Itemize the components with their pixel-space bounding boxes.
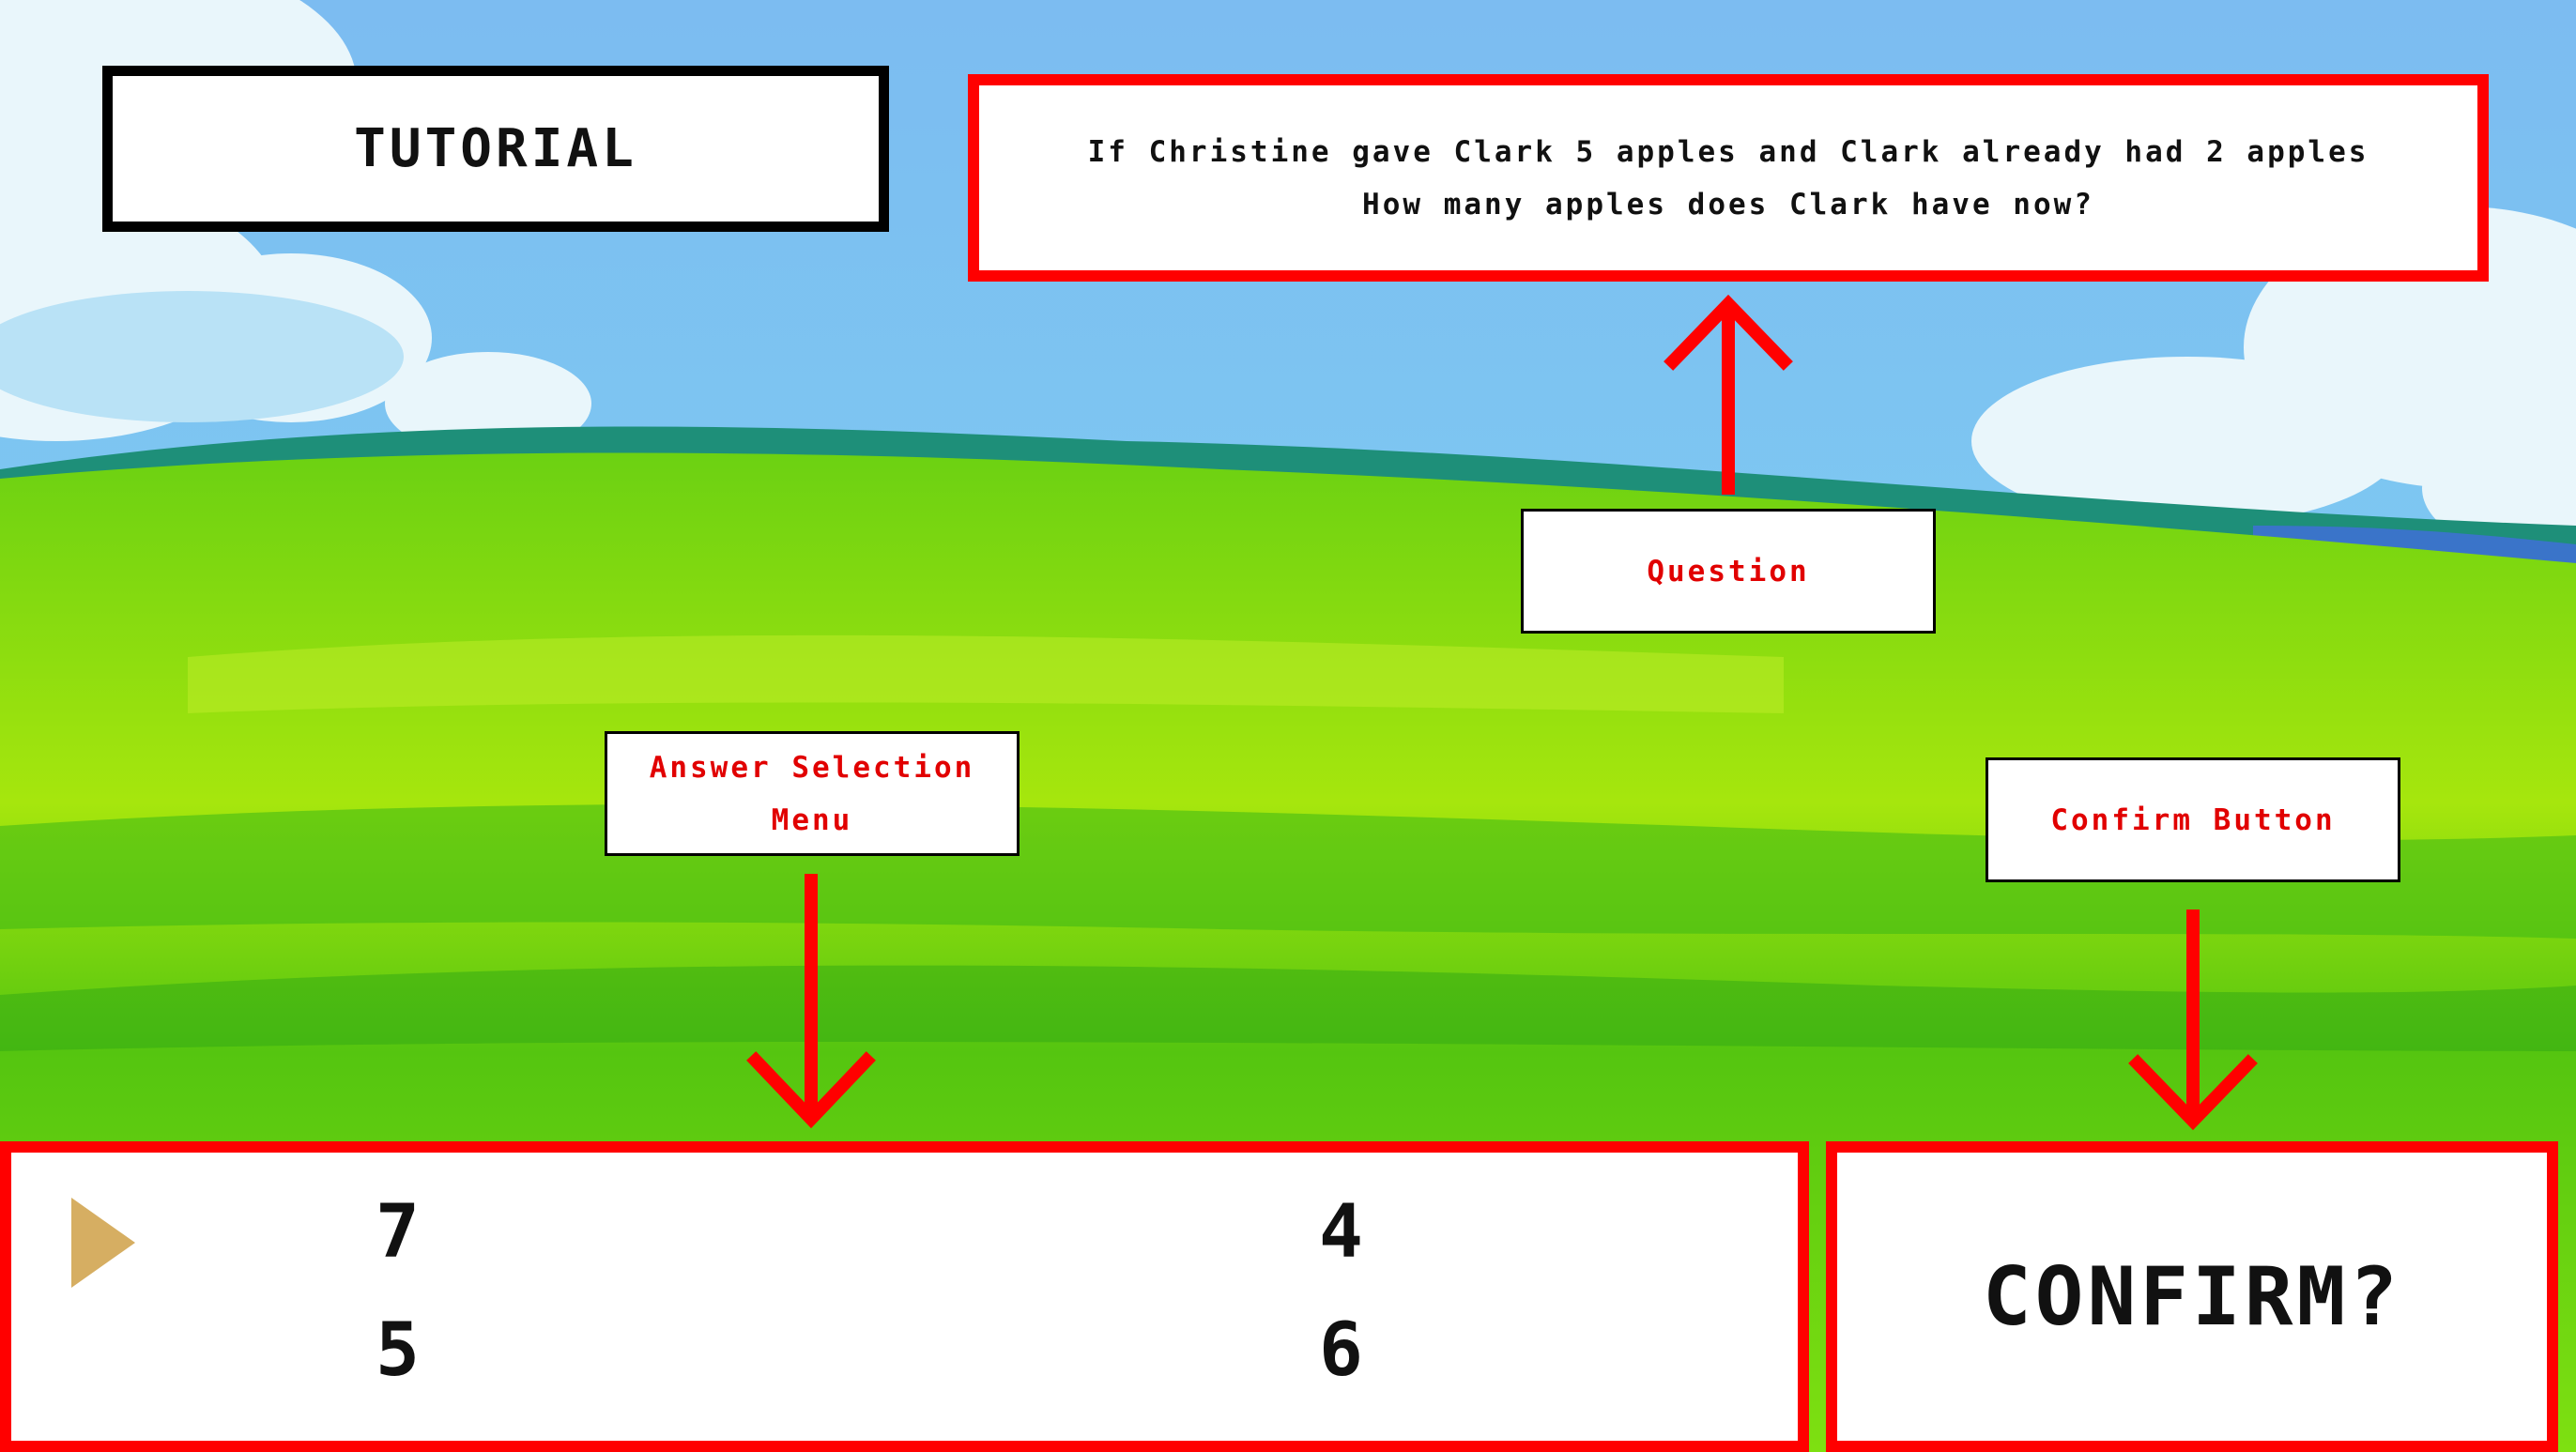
answer-option-1[interactable]: 7 [376, 1190, 420, 1275]
answer-option-2[interactable]: 4 [1319, 1190, 1363, 1275]
confirm-button-label: CONFIRM? [1982, 1249, 2402, 1344]
tutorial-title: TUTORIAL [354, 118, 637, 179]
answer-selection-menu: 7 4 5 6 [0, 1141, 1809, 1452]
answer-menu-annotation-text-1: Answer Selection [649, 750, 975, 785]
selection-cursor-icon [71, 1198, 135, 1288]
confirm-button[interactable]: CONFIRM? [1826, 1141, 2558, 1452]
answer-option-4[interactable]: 6 [1319, 1308, 1363, 1393]
answer-menu-annotation-text-2: Menu [771, 802, 853, 837]
question-annotation-label: Question [1521, 509, 1936, 634]
answer-menu-annotation-label: Answer Selection Menu [605, 731, 1020, 856]
question-text-line-2: How many apples does Clark have now? [1362, 187, 2094, 222]
confirm-annotation-label: Confirm Button [1986, 757, 2400, 882]
question-annotation-text: Question [1647, 554, 1810, 588]
tutorial-title-box: TUTORIAL [102, 66, 889, 232]
answer-option-3[interactable]: 5 [376, 1308, 420, 1393]
question-panel: If Christine gave Clark 5 apples and Cla… [968, 74, 2489, 282]
confirm-annotation-text: Confirm Button [2050, 802, 2336, 837]
question-text-line-1: If Christine gave Clark 5 apples and Cla… [1087, 134, 2369, 169]
